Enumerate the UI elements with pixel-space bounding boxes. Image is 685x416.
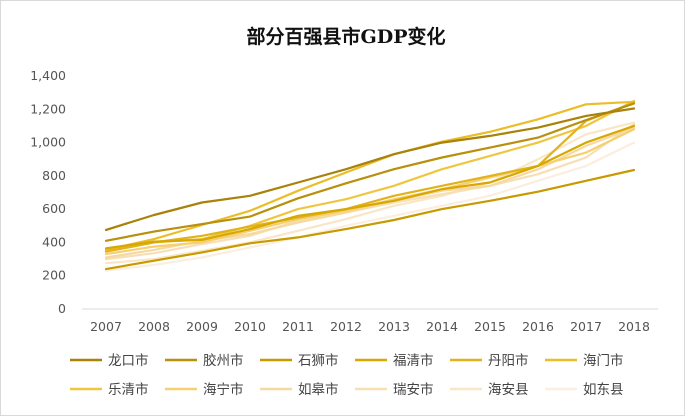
legend-label: 石狮市 [298, 352, 339, 369]
series-line [104, 121, 636, 265]
x-tick-label: 2016 [522, 319, 554, 334]
x-tick-label: 2008 [138, 319, 170, 334]
y-axis: 0 200 400 600 800 1,000 1,200 1,400 [30, 68, 66, 316]
legend-label: 乐清市 [108, 381, 149, 398]
legend-label: 龙口市 [108, 352, 149, 369]
legend-label: 福清市 [393, 352, 434, 369]
y-tick-label: 1,200 [30, 101, 66, 116]
x-tick-label: 2014 [426, 319, 458, 334]
legend-label: 海门市 [583, 352, 624, 369]
y-tick-label: 200 [42, 268, 66, 283]
x-tick-label: 2007 [90, 319, 122, 334]
series-line [104, 124, 636, 250]
y-tick-label: 1,400 [30, 68, 66, 83]
x-tick-label: 2010 [234, 319, 266, 334]
y-tick-label: 600 [42, 201, 66, 216]
series-lines [104, 99, 636, 272]
legend-label: 丹阳市 [488, 352, 529, 369]
x-tick-label: 2018 [618, 319, 650, 334]
chart-title: 部分百强县市GDP变化 [247, 25, 446, 48]
series-line [104, 107, 636, 231]
legend-label: 如皋市 [298, 381, 339, 398]
x-axis: 2007 2008 2009 2010 2011 2012 2013 2014 2015 2016… [90, 319, 650, 334]
x-tick-label: 2009 [186, 319, 218, 334]
y-tick-label: 800 [42, 168, 66, 183]
series-line [104, 102, 636, 242]
y-tick-label: 1,000 [30, 135, 66, 150]
x-tick-label: 2013 [378, 319, 410, 334]
legend-label: 海宁市 [203, 381, 244, 398]
x-tick-label: 2017 [570, 319, 602, 334]
series-line [104, 168, 636, 271]
x-tick-label: 2015 [474, 319, 506, 334]
legend-label: 胶州市 [203, 352, 244, 369]
legend-label: 海安县 [488, 382, 529, 398]
legend-label: 瑞安市 [393, 381, 434, 398]
series-line [104, 100, 636, 251]
legend-label: 如东县 [583, 382, 624, 398]
x-tick-label: 2012 [330, 319, 362, 334]
y-tick-label: 0 [58, 301, 66, 316]
series-line [104, 101, 636, 253]
series-line [104, 141, 636, 272]
y-tick-label: 400 [42, 234, 66, 249]
x-tick-label: 2011 [282, 319, 314, 334]
